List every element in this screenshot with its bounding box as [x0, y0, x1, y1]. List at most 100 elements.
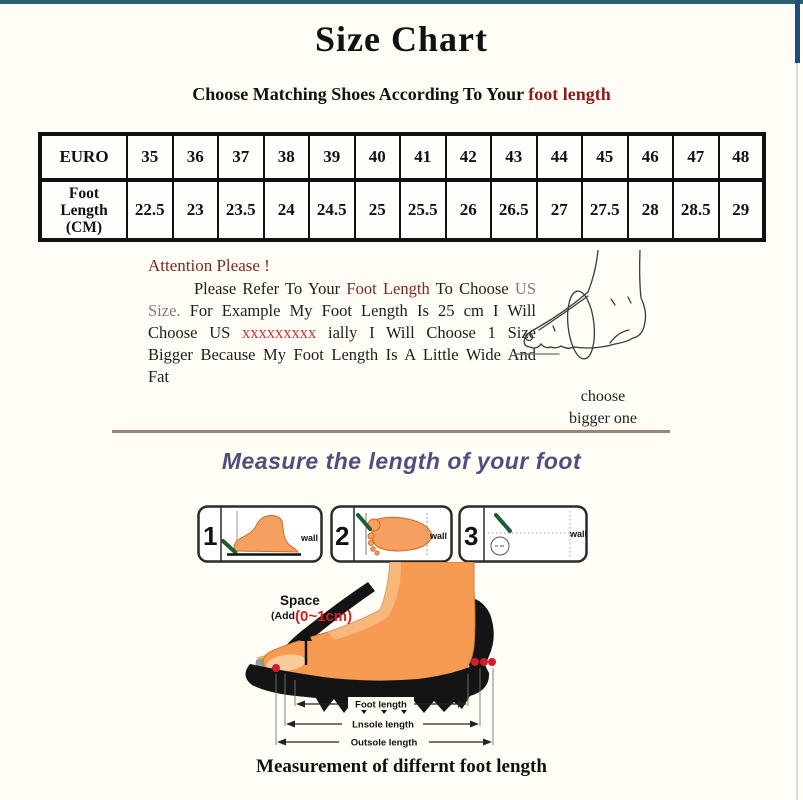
euro-size-cell: 38	[262, 133, 310, 182]
footer-caption: Measurement of differnt foot length	[256, 756, 547, 777]
red-dot	[488, 658, 496, 666]
red-dot	[272, 664, 280, 672]
attention-text-segment: For Example My Foot Length Is 25 cm I Wi…	[148, 301, 536, 342]
guide-lines	[275, 668, 494, 745]
attention-block: Attention Please ! Please Refer To Your …	[148, 256, 536, 388]
sketch-arch-line	[609, 329, 630, 344]
euro-size-cell: 45	[581, 133, 629, 182]
label-bg	[342, 717, 423, 730]
foot-length-arrow-label: Foot length	[355, 700, 407, 711]
up-arrow-head	[300, 628, 312, 641]
sketch-caption-line: bigger one	[569, 410, 637, 427]
euro-size-cell: 42	[444, 133, 492, 182]
foot-measure-diagram: Space (Add (0~1cm) Foot length Lnso	[245, 562, 496, 749]
euro-size-cell: 40	[353, 133, 401, 182]
panel-number: 3	[464, 521, 478, 551]
pencil-icon	[356, 513, 372, 531]
attention-text-segment: To Choose	[429, 279, 515, 298]
euro-row-label: EURO	[39, 133, 128, 182]
wall-label: wall	[429, 531, 447, 541]
euro-size-cell: 44	[535, 133, 583, 182]
euro-size-cell: 41	[399, 133, 447, 182]
foot-length-row-label: Foot Length (CM)	[39, 179, 128, 241]
attention-text-segment: ially I Will Choose 1 Size Bigger Becaus…	[148, 323, 536, 386]
insole-length-arrow-label: Lnsole length	[352, 720, 414, 731]
outsole-length-arrow-label: Outsole length	[351, 738, 418, 749]
foot-length-cell: 27	[535, 179, 583, 241]
toe	[367, 532, 375, 540]
add-label: (Add	[271, 610, 295, 622]
foot-length-cell: 22.5	[126, 179, 174, 241]
right-border-gray-line	[796, 60, 798, 800]
foot-length-row: Foot Length (CM) 22.5 23 23.5 24 24.5 25…	[39, 179, 765, 241]
toe	[368, 540, 374, 546]
label-bg	[348, 697, 414, 710]
foot-length-cell: 26	[444, 179, 492, 241]
foot-length-cell: 29	[717, 179, 765, 241]
add-range-label: (0~1cm)	[295, 608, 352, 625]
foot-length-label-line: Foot	[68, 184, 100, 202]
wall-label: wall	[569, 529, 587, 539]
foot-length-cell: 28	[626, 179, 674, 241]
attention-redacted-text: xxxxxxxxx	[242, 323, 317, 342]
space-label: Space	[280, 593, 320, 608]
pencil-icon	[494, 513, 512, 533]
subtitle-highlight: foot length	[528, 84, 611, 104]
outsole-silhouette	[245, 661, 490, 714]
foot-length-cell: 25.5	[399, 179, 447, 241]
measure-panel-2: 2 wall	[330, 505, 453, 563]
sketch-toe-nail	[524, 332, 534, 342]
foot-length-cell: 23.5	[217, 179, 265, 241]
section-divider	[112, 430, 670, 433]
subtitle: Choose Matching Shoes According To Your …	[0, 84, 803, 105]
foot-length-cell: 28.5	[672, 179, 720, 241]
attention-text-segment: Please Refer To Your	[194, 279, 347, 298]
sketch-heel-line	[632, 250, 647, 339]
euro-size-cell: 36	[171, 133, 219, 182]
sketch-toe-crease	[552, 325, 556, 332]
sketch-sole-line	[523, 337, 634, 349]
label-bg	[339, 735, 429, 748]
foot-highlight	[328, 562, 401, 640]
euro-size-cell: 47	[672, 133, 720, 182]
toe	[370, 546, 376, 552]
measure-section-heading: Measure the length of your foot	[221, 448, 582, 474]
attention-paragraph: Please Refer To Your Foot Length To Choo…	[148, 278, 536, 388]
sketch-ankle-dash	[610, 298, 616, 306]
euro-size-cell: 48	[717, 133, 765, 182]
foot-sole-illustration	[371, 516, 433, 552]
sketch-instep-line-2	[538, 295, 589, 331]
measure-mark-circle	[490, 536, 510, 556]
attention-foot-length-highlight: Foot Length	[346, 279, 430, 298]
foot-length-cell: 23	[171, 179, 219, 241]
foot-sketch-illustration	[515, 250, 647, 360]
size-table: EURO 35 36 37 38 39 40 41 42 43 44 45 46…	[38, 132, 766, 242]
top-border-line	[0, 0, 803, 4]
euro-size-cell: 46	[626, 133, 674, 182]
foot-length-cell: 27.5	[581, 179, 629, 241]
page-title: Size Chart	[315, 19, 488, 59]
foot-length-cell: 25	[353, 179, 401, 241]
panel-frame	[458, 505, 588, 563]
red-dot	[471, 658, 479, 666]
measure-panel-1: 1 wall	[197, 505, 323, 563]
foot-length-cell: 24	[262, 179, 310, 241]
red-dot	[480, 658, 488, 666]
measure-panel-3: 3 wall	[458, 505, 588, 563]
arrow-heads	[277, 700, 492, 746]
panel-number: 1	[203, 521, 217, 551]
foot-length-label-line: Length	[60, 201, 108, 219]
sketch-caption: choose bigger one	[540, 386, 666, 430]
foot-length-cell: 24.5	[308, 179, 356, 241]
attention-heading: Attention Please !	[148, 256, 270, 275]
sketch-measure-band	[566, 290, 596, 360]
sketch-caption-line: choose	[580, 388, 626, 405]
euro-size-cell: 35	[126, 133, 174, 182]
toe	[374, 550, 380, 556]
sketch-ankle-dash	[627, 296, 632, 304]
wall-label: wall	[300, 533, 318, 543]
panel-number: 2	[335, 521, 349, 551]
foot-length-label-line: (CM)	[65, 218, 103, 236]
attention-us-size-highlight: US Size.	[148, 279, 536, 320]
